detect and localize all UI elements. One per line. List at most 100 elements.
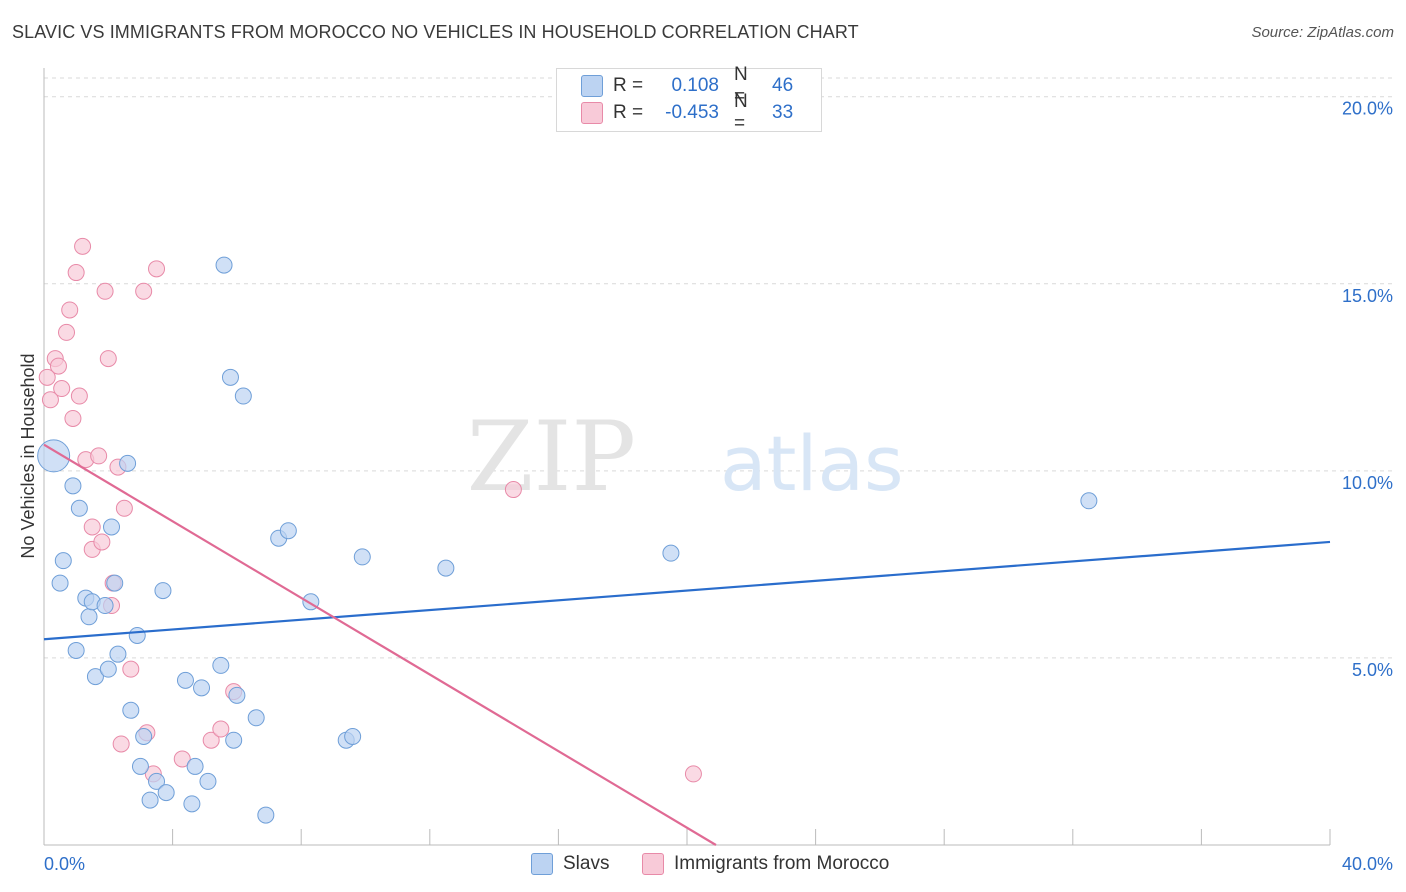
bottom-legend-morocco: Immigrants from Morocco bbox=[642, 851, 889, 877]
bottom-legend-swatch-slavs bbox=[531, 853, 553, 875]
morocco-point bbox=[122, 660, 140, 678]
legend-n-value: 46 bbox=[772, 75, 794, 96]
slavs-point bbox=[157, 784, 175, 802]
slavs-point bbox=[247, 709, 265, 727]
watermark: ZIP atlas bbox=[467, 401, 904, 513]
morocco-point bbox=[64, 409, 82, 427]
slavs-point bbox=[96, 597, 114, 615]
slavs-point bbox=[353, 548, 371, 566]
gridlines bbox=[44, 77, 1392, 659]
chart-title: SLAVIC VS IMMIGRANTS FROM MOROCCO NO VEH… bbox=[12, 22, 859, 42]
watermark-zip: ZIP bbox=[467, 401, 636, 513]
y-axis-label: No Vehicles in Household bbox=[18, 353, 38, 558]
tick-labels: 5.0% 10.0% 15.0% 20.0% 0.0% 40.0% bbox=[44, 99, 1393, 874]
slavs-point bbox=[135, 727, 153, 745]
slavs-trend-line bbox=[43, 540, 1331, 641]
morocco-point bbox=[202, 731, 220, 749]
slavs-point bbox=[154, 582, 172, 600]
slavs-point bbox=[51, 574, 69, 592]
slavs-point bbox=[221, 368, 239, 386]
slavs-point bbox=[228, 686, 246, 704]
correlation-legend: R = 0.108 N = 46 R = -0.453 N = 33 bbox=[556, 64, 822, 134]
y-tick-label: 20.0% bbox=[1342, 99, 1393, 119]
legend-swatch-slavs bbox=[581, 75, 603, 97]
legend-r-label: R = bbox=[613, 102, 644, 123]
chart-source: Source: ZipAtlas.com bbox=[1251, 24, 1394, 41]
slavs-point bbox=[344, 727, 362, 745]
slavs-point bbox=[148, 772, 166, 790]
slavs-point bbox=[70, 499, 88, 517]
bottom-legend-swatch-morocco bbox=[642, 853, 664, 875]
morocco-point bbox=[90, 447, 108, 465]
morocco-point bbox=[38, 368, 56, 386]
legend-n-label: N = bbox=[734, 64, 748, 107]
morocco-point bbox=[58, 323, 76, 341]
morocco-trend-line bbox=[43, 443, 717, 846]
slavs-point bbox=[122, 701, 140, 719]
morocco-point bbox=[67, 264, 85, 282]
slavs-point bbox=[37, 439, 71, 473]
slavs-point bbox=[106, 574, 124, 592]
slavs-point bbox=[257, 806, 275, 824]
legend-r-label: R = bbox=[613, 75, 644, 96]
slavs-point bbox=[279, 522, 297, 540]
morocco-point bbox=[61, 301, 79, 319]
trend-lines bbox=[43, 443, 1331, 846]
morocco-point bbox=[173, 750, 191, 768]
slavs-point bbox=[67, 641, 85, 659]
y-tick-label: 5.0% bbox=[1352, 660, 1393, 680]
morocco-point bbox=[148, 260, 166, 278]
morocco-point bbox=[70, 387, 88, 405]
slavs-point bbox=[437, 559, 455, 577]
morocco-point bbox=[53, 380, 71, 398]
slavs-point bbox=[193, 679, 211, 697]
bottom-legend-label-morocco: Immigrants from Morocco bbox=[674, 853, 890, 874]
morocco-point bbox=[93, 533, 111, 551]
slavs-point bbox=[183, 795, 201, 813]
morocco-point bbox=[49, 357, 67, 375]
slavs-point bbox=[186, 757, 204, 775]
x-tick-label: 40.0% bbox=[1342, 854, 1393, 874]
slavs-point bbox=[54, 552, 72, 570]
morocco-point bbox=[504, 481, 522, 499]
morocco-point bbox=[83, 518, 101, 536]
legend-n-value: 33 bbox=[772, 102, 794, 123]
slavs-point bbox=[225, 731, 243, 749]
bottom-legend-label-slavs: Slavs bbox=[563, 853, 610, 874]
slavs-point bbox=[176, 671, 194, 689]
slavs-point bbox=[64, 477, 82, 495]
slavs-points bbox=[37, 256, 1098, 824]
axes bbox=[43, 68, 1331, 846]
slavs-point bbox=[103, 518, 121, 536]
x-tick-label: 0.0% bbox=[44, 854, 85, 874]
legend-swatch-morocco bbox=[581, 102, 603, 124]
bottom-legend-slavs: Slavs bbox=[531, 851, 609, 877]
slavs-point bbox=[99, 660, 117, 678]
slavs-point bbox=[86, 668, 104, 686]
slavs-point bbox=[80, 608, 98, 626]
slavs-point bbox=[212, 656, 230, 674]
morocco-point bbox=[99, 350, 117, 368]
slavs-point bbox=[215, 256, 233, 274]
morocco-point bbox=[112, 735, 130, 753]
morocco-point bbox=[74, 237, 92, 255]
morocco-point bbox=[135, 282, 153, 300]
morocco-point bbox=[41, 391, 59, 409]
slavs-point bbox=[109, 645, 127, 663]
morocco-point bbox=[212, 720, 230, 738]
legend-r-value: -0.453 bbox=[665, 102, 719, 123]
slavs-point bbox=[1080, 492, 1098, 510]
legend-n-label: N = bbox=[734, 91, 748, 134]
y-tick-label: 10.0% bbox=[1342, 473, 1393, 493]
legend-r-value: 0.108 bbox=[671, 75, 719, 96]
slavs-point bbox=[119, 454, 137, 472]
slavs-point bbox=[131, 757, 149, 775]
slavs-point bbox=[234, 387, 252, 405]
slavs-point bbox=[199, 772, 217, 790]
y-tick-label: 15.0% bbox=[1342, 286, 1393, 306]
morocco-point bbox=[96, 282, 114, 300]
morocco-point bbox=[115, 499, 133, 517]
morocco-point bbox=[684, 765, 702, 783]
watermark-atlas: atlas bbox=[720, 419, 904, 508]
slavs-point bbox=[141, 791, 159, 809]
